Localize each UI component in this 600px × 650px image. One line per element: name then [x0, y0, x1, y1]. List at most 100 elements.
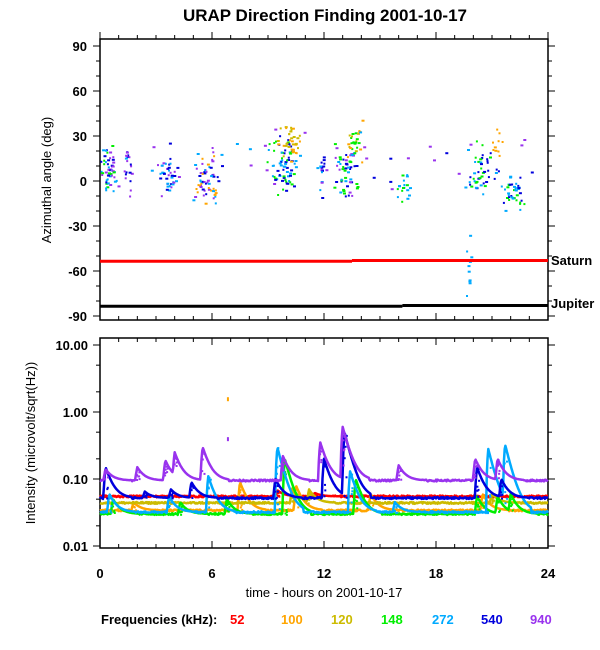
azimuth-point [489, 152, 492, 155]
azimuth-point [496, 128, 499, 131]
azimuth-point [344, 195, 347, 198]
series-point-148 [511, 503, 514, 506]
series-point-120 [292, 499, 295, 502]
azimuth-y-tick-label: 90 [73, 39, 87, 54]
azimuth-point [281, 159, 284, 162]
azimuth-point [104, 161, 107, 164]
azimuth-point [285, 127, 288, 130]
azimuth-point [338, 168, 341, 171]
azimuth-point [347, 143, 351, 146]
azimuth-point [345, 163, 349, 166]
azimuth-point [216, 176, 219, 179]
azimuth-point [199, 172, 203, 175]
series-point-272 [168, 504, 171, 507]
azimuth-point [126, 156, 129, 158]
azimuth-point [112, 156, 115, 159]
series-point-540 [191, 497, 194, 499]
azimuth-point [176, 166, 180, 169]
azimuth-point [273, 183, 277, 185]
azimuth-point [290, 183, 294, 186]
series-point-272 [504, 491, 507, 494]
series-940 [99, 425, 549, 483]
azimuth-point [167, 166, 171, 169]
azimuth-point [390, 188, 394, 191]
azimuth-point [511, 183, 514, 186]
series-point-940 [164, 468, 167, 471]
azimuth-point [348, 134, 351, 137]
azimuth-point [493, 177, 496, 180]
azimuth-point [520, 144, 524, 147]
azimuth-point [210, 175, 214, 178]
azimuth-point [248, 148, 252, 151]
azimuth-point [492, 149, 495, 151]
azimuth-point [359, 148, 363, 151]
azimuth-point [281, 157, 283, 160]
azimuth-point [469, 176, 472, 179]
azimuth-point [124, 157, 128, 160]
azimuth-point [322, 165, 326, 168]
azimuth-point [160, 195, 163, 198]
azimuth-point [508, 199, 511, 201]
series-point-148 [356, 486, 359, 489]
azimuth-point [103, 159, 106, 162]
series-point-940 [175, 457, 177, 459]
series-point-148 [179, 511, 182, 514]
azimuth-point [341, 168, 345, 171]
azimuth-point [464, 186, 468, 189]
azimuth-point [480, 167, 483, 170]
series-point-940 [398, 474, 401, 477]
series-point-120 [308, 492, 311, 495]
azimuth-point [316, 167, 320, 170]
azimuth-point [481, 144, 484, 147]
frequency-legend: Frequencies (kHz): 52 100 120 148 272 54… [101, 612, 552, 627]
azimuth-point [278, 174, 281, 176]
series-point-540 [171, 493, 173, 496]
azimuth-point [100, 170, 103, 173]
series-point-540 [276, 490, 279, 493]
series-point-540 [169, 493, 172, 496]
intensity-x-ticks: 0 6 12 18 24 [96, 338, 556, 581]
azimuth-point [475, 140, 478, 143]
azimuth-point [271, 164, 274, 167]
azimuth-point [282, 144, 285, 147]
series-272 [99, 444, 550, 515]
series-point-940 [343, 435, 346, 438]
series-point-940 [397, 471, 400, 474]
series-point-940 [201, 449, 204, 452]
azimuth-point [126, 160, 129, 163]
series-point-148 [498, 510, 501, 513]
azimuth-point [361, 161, 364, 164]
azimuth-point [470, 185, 474, 188]
azimuth-point [101, 174, 104, 176]
azimuth-point [290, 169, 294, 172]
azimuth-point [477, 160, 481, 163]
azimuth-point [295, 152, 298, 155]
azimuth-point [290, 160, 294, 163]
azimuth-point [298, 140, 301, 143]
azimuth-point [342, 158, 345, 161]
series-point-272 [506, 460, 508, 463]
azimuth-point [168, 142, 172, 145]
azimuth-point [284, 162, 288, 165]
series-point-272 [170, 496, 172, 499]
azimuth-point [506, 186, 510, 189]
series-point-148 [476, 505, 479, 508]
series-point-272 [108, 496, 111, 499]
series-point-272 [109, 497, 112, 500]
azimuth-point [106, 182, 110, 185]
azimuth-point [500, 185, 503, 188]
azimuth-point [289, 174, 292, 177]
azimuth-point [274, 128, 278, 131]
azimuth-point [111, 145, 115, 147]
series-point-272 [351, 473, 354, 476]
azimuth-point [481, 157, 484, 159]
azimuth-point [207, 182, 211, 185]
azimuth-point [321, 169, 324, 172]
series-point-272 [393, 510, 396, 512]
azimuth-point [220, 153, 224, 156]
azimuth-point [103, 155, 107, 158]
azimuth-point [504, 188, 506, 191]
series-point-148 [112, 505, 115, 508]
series-point-940 [400, 478, 403, 481]
